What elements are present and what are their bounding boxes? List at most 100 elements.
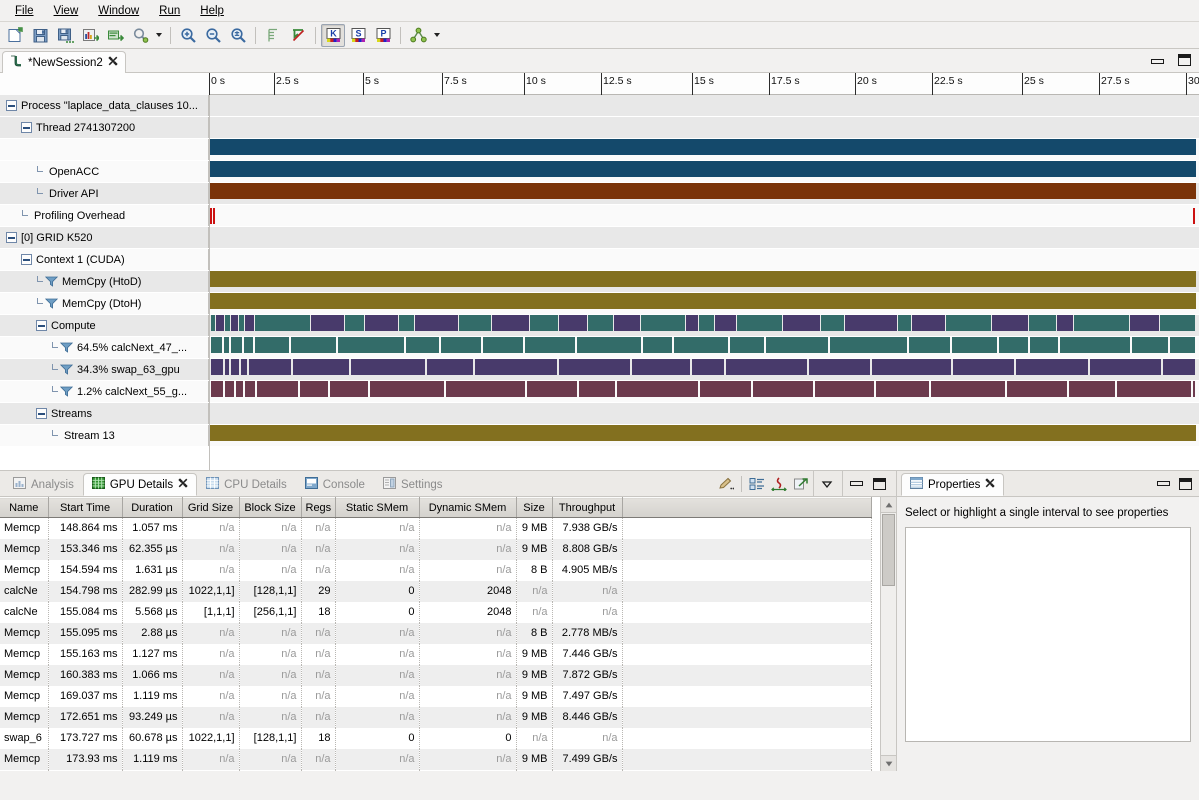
timeline-track[interactable] [209,161,1199,182]
timeline-row-tree-cell[interactable]: Driver API [0,183,209,204]
timeline-track[interactable] [209,249,1199,270]
timeline-row[interactable]: OpenACC [0,161,1199,183]
collapse-expander-icon[interactable] [21,122,32,133]
filter-funnel-icon[interactable] [59,364,74,375]
timeline-row[interactable] [0,139,1199,161]
save-as-icon[interactable] [53,24,77,47]
import-icon[interactable] [103,24,127,47]
timeline-row[interactable]: Thread 2741307200 [0,117,1199,139]
zoom-in-icon[interactable] [176,24,200,47]
table-row[interactable]: Memcp 155.163 ms 1.127 ms n/a n/a n/a n/a n/a 9 … [0,643,872,665]
ruler-icon[interactable] [261,24,285,47]
timeline-row-tree-cell[interactable]: Process "laplace_data_clauses 10... [0,95,209,116]
timeline-row[interactable]: Stream 13 [0,425,1199,447]
timeline-row-tree-cell[interactable]: MemCpy (DtoH) [0,293,209,314]
maximize-icon[interactable] [1178,54,1191,66]
timeline-track[interactable] [209,315,1199,336]
table-column-header[interactable]: Static SMem [335,497,420,518]
timeline-row-tree-cell[interactable] [0,139,209,160]
table-header-row[interactable]: Name Start Time Duration Grid Size Block Siz… [0,497,872,518]
timeline-row-tree-cell[interactable]: Stream 13 [0,425,209,446]
timeline-track[interactable] [209,139,1199,160]
menu-view[interactable]: View [45,2,88,20]
filter-funnel-icon[interactable] [59,386,74,397]
minimize-icon[interactable] [846,474,866,494]
save-icon[interactable] [28,24,52,47]
tab-cpu-details[interactable]: CPU Details [197,473,296,496]
tab-settings[interactable]: Settings [374,473,452,496]
session-tab-newsession2[interactable]: *NewSession2 [2,51,126,73]
table-row[interactable]: calcNe 155.084 ms 5.568 µs [1,1,1] [256,1,1]… [0,601,872,623]
timeline-row[interactable]: 1.2% calcNext_55_g... [0,381,1199,403]
table-row[interactable]: Memcp 154.594 ms 1.631 µs n/a n/a n/a n/a n/a 8 … [0,559,872,581]
table-column-header[interactable]: Dynamic SMem [419,497,517,518]
table-row[interactable]: Memcp 172.651 ms 93.249 µs n/a n/a n/a n/a n/a 9… [0,706,872,728]
table-row[interactable]: Memcp 160.383 ms 1.066 ms n/a n/a n/a n/a n/a 9 … [0,664,872,686]
stream-view-icon[interactable]: S [346,24,370,47]
table-row[interactable]: Memcp 169.037 ms 1.119 ms n/a n/a n/a n/a n/a 9 … [0,685,872,707]
table-row[interactable]: Memcp 155.095 ms 2.88 µs n/a n/a n/a n/a n/a 8 B… [0,622,872,644]
timeline-row[interactable]: Streams [0,403,1199,425]
timeline-row-tree-cell[interactable]: Streams [0,403,209,424]
menu-window[interactable]: Window [89,2,148,20]
collapse-expander-icon[interactable] [6,232,17,243]
table-column-header[interactable]: Block Size [239,497,302,518]
collapse-expander-icon[interactable] [36,320,47,331]
timeline-track[interactable] [209,403,1199,424]
timeline-row-tree-cell[interactable]: 34.3% swap_63_gpu [0,359,209,380]
timeline-row-tree-cell[interactable]: Context 1 (CUDA) [0,249,209,270]
dependency-dropdown-arrow-icon[interactable] [431,24,443,47]
timeline-track[interactable] [209,359,1199,380]
view-menu-icon[interactable] [817,474,837,494]
close-icon[interactable] [178,478,188,491]
scroll-thumb[interactable] [882,514,895,586]
timeline-track[interactable] [209,227,1199,248]
scroll-up-arrow-icon[interactable] [881,497,896,513]
table-row[interactable]: swap_6 173.727 ms 60.678 µs 1022,1,1] [128,1… [0,727,872,749]
timeline-row[interactable]: MemCpy (HtoD) [0,271,1199,293]
timeline-row-tree-cell[interactable]: 64.5% calcNext_47_... [0,337,209,358]
timeline-track[interactable] [209,381,1199,402]
timeline-track[interactable] [209,205,1199,226]
zoom-fit-icon[interactable] [226,24,250,47]
timeline-row[interactable]: 34.3% swap_63_gpu [0,359,1199,381]
table-row[interactable]: Memcp 148.864 ms 1.057 ms n/a n/a n/a n/a n/a 9 … [0,517,872,539]
table-column-header[interactable] [622,497,872,518]
table-row[interactable]: Memcp 173.93 ms 1.119 ms n/a n/a n/a n/a n/a 9 M… [0,748,872,770]
timeline-row[interactable]: Driver API [0,183,1199,205]
menu-run[interactable]: Run [150,2,189,20]
table-column-header[interactable]: Grid Size [182,497,240,518]
table-column-header[interactable]: Duration [122,497,183,518]
timeline-row[interactable]: Process "laplace_data_clauses 10... [0,95,1199,117]
new-session-icon[interactable] [3,24,27,47]
table-column-header[interactable]: Throughput [552,497,623,518]
collapse-expander-icon[interactable] [21,254,32,265]
timeline-row[interactable]: Context 1 (CUDA) [0,249,1199,271]
select-region-icon[interactable] [286,24,310,47]
filter-funnel-icon[interactable] [59,342,74,353]
find-dropdown-arrow-icon[interactable] [153,24,165,47]
tab-console[interactable]: Console [296,473,374,496]
timeline-ruler[interactable]: 0 s 2.5 s 5 s 7.5 s 10 s 12.5 s 15 s 17.5 s 20 s… [0,73,1199,95]
close-icon[interactable] [108,56,118,69]
table-column-header[interactable]: Size [516,497,553,518]
timeline-track[interactable] [209,117,1199,138]
table-column-header[interactable]: Start Time [48,497,123,518]
timeline-row[interactable]: Profiling Overhead [0,205,1199,227]
table-row[interactable]: Memcp179.163 ms1.073 msn/an/an/an/an/a9 … [0,769,872,771]
timeline-row[interactable]: 64.5% calcNext_47_... [0,337,1199,359]
tab-analysis[interactable]: Analysis [4,473,83,496]
scroll-down-arrow-icon[interactable] [881,755,896,771]
timeline-row-tree-cell[interactable]: Profiling Overhead [0,205,209,226]
tab-gpu-details[interactable]: GPU Details [82,473,198,496]
close-icon[interactable] [985,478,996,491]
table-vertical-scrollbar[interactable] [880,497,896,771]
table-column-header[interactable]: Name [0,497,49,518]
collapse-expander-icon[interactable] [36,408,47,419]
gpu-details-table-scroll[interactable]: Name Start Time Duration Grid Size Block Siz… [0,497,880,771]
timeline-row[interactable]: [0] GRID K520 [0,227,1199,249]
maximize-icon[interactable] [869,474,889,494]
dependency-analysis-icon[interactable] [406,24,430,47]
timeline-row-tree-cell[interactable]: MemCpy (HtoD) [0,271,209,292]
timeline-row-tree-cell[interactable]: OpenACC [0,161,209,182]
